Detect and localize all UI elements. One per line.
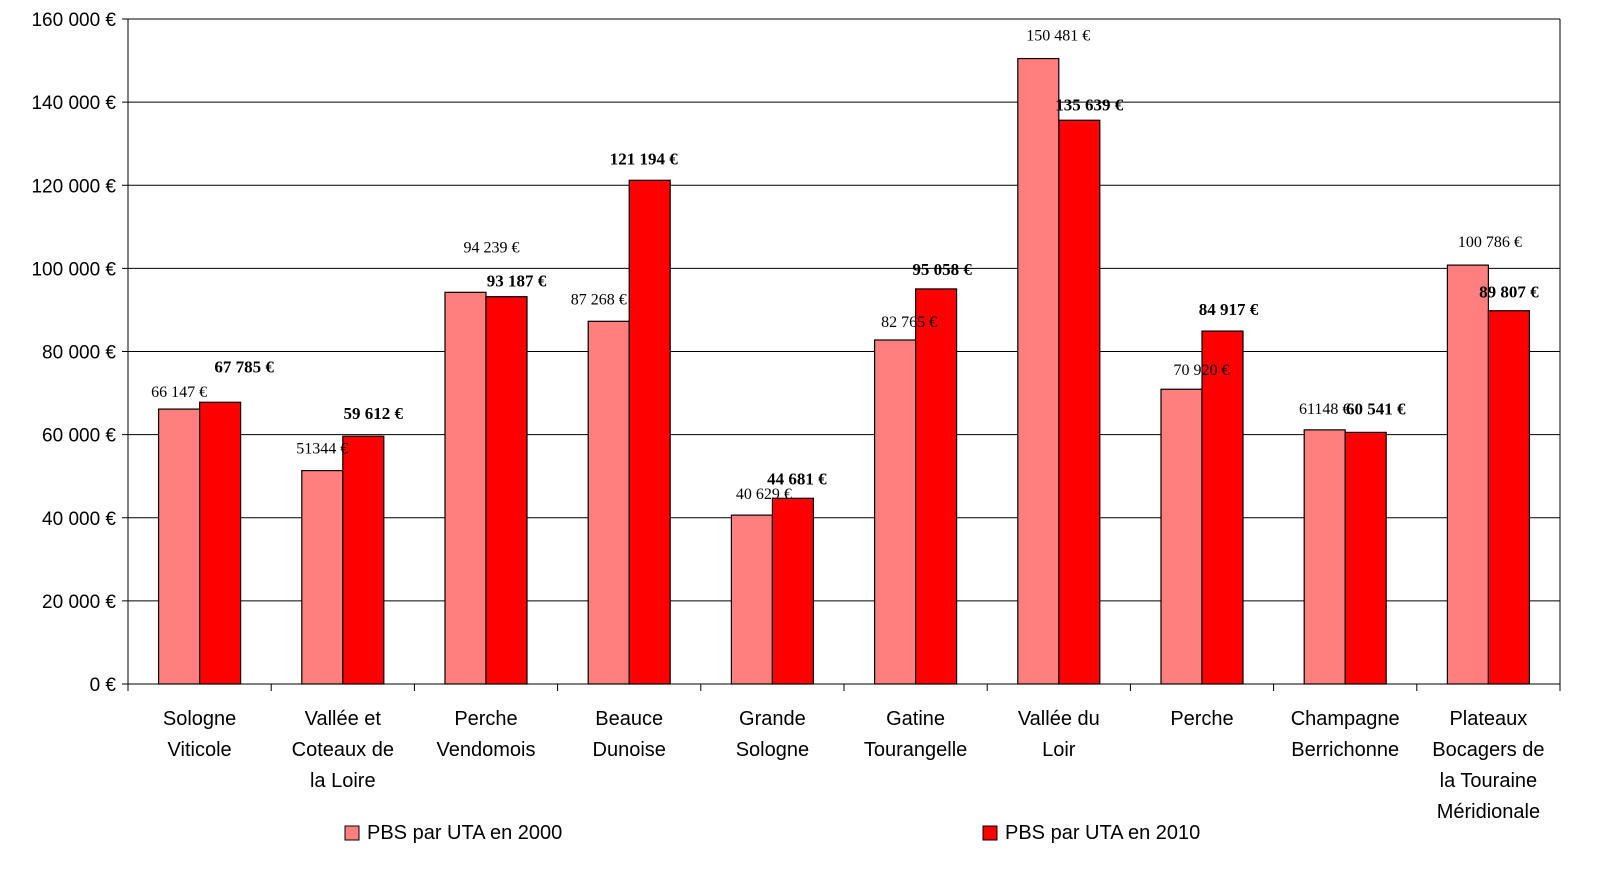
- y-tick-label: 160 000 €: [31, 10, 116, 31]
- y-axis: 0 € 20 000 € 40 000 € 60 000 € 80 000 € 100 0…: [31, 10, 129, 696]
- data-label-2000: 61148 €: [1299, 401, 1350, 418]
- bar-2000: [1160, 388, 1203, 685]
- x-tick-label: Beauce Dunoise: [593, 708, 666, 761]
- y-tick-label: 0 €: [90, 675, 117, 696]
- legend-label-2000: PBS par UTA en 2000: [367, 822, 562, 844]
- x-axis: Sologne Viticole Vallée et Coteaux de la Loi…: [127, 683, 1561, 823]
- data-label-2000: 40 629 €: [736, 486, 792, 503]
- bar-2010: [771, 497, 815, 685]
- bar-2010: [914, 288, 958, 685]
- x-tick-label: Perche Vendomois: [437, 708, 536, 761]
- y-tick-label: 20 000 €: [42, 592, 116, 613]
- legend: PBS par UTA en 2000 PBS par UTA en 2010: [344, 822, 1200, 844]
- x-tick-label: Sologne Viticole: [163, 708, 236, 761]
- y-tick-label: 60 000 €: [42, 426, 116, 447]
- data-label-2000: 150 481 €: [1026, 28, 1090, 45]
- data-label-2010: 121 194 €: [610, 149, 679, 168]
- bar-2010: [1344, 431, 1387, 685]
- bar-2000: [444, 291, 487, 685]
- bar-2010: [1201, 330, 1244, 685]
- data-label-2000: 100 786 €: [1458, 234, 1522, 251]
- data-label-2000: 82 765 €: [881, 314, 937, 331]
- data-label-2000: 51344 €: [296, 441, 348, 458]
- x-tick-label: Grande Sologne: [736, 708, 809, 761]
- legend-swatch-2000: [344, 825, 360, 841]
- data-label-2000: 70 920 €: [1174, 362, 1230, 379]
- data-label-2010: 135 639 €: [1055, 95, 1124, 114]
- x-tick-label: Perche: [1170, 708, 1233, 730]
- data-label-2000: 94 239 €: [464, 239, 520, 256]
- data-label-2010: 60 541 €: [1346, 399, 1406, 418]
- y-tick-label: 100 000 €: [31, 259, 116, 280]
- bars: [158, 57, 1531, 685]
- bar-2000: [730, 514, 774, 685]
- bar-2000: [1303, 429, 1346, 685]
- bar-2010: [1487, 310, 1531, 685]
- data-label-2010: 84 917 €: [1199, 300, 1259, 319]
- x-tick-label: Plateaux Bocagers de la Touraine Méridional…: [1432, 708, 1544, 823]
- legend-swatch-2010: [982, 825, 998, 841]
- legend-label-2010: PBS par UTA en 2010: [1005, 822, 1200, 844]
- bar-2010: [1058, 119, 1101, 685]
- y-tick-label: 40 000 €: [42, 509, 116, 530]
- data-label-2000: 66 147 €: [151, 384, 207, 401]
- data-label-2010: 67 785 €: [214, 357, 274, 376]
- data-label-2010: 93 187 €: [487, 272, 547, 291]
- y-tick-label: 120 000 €: [31, 176, 116, 197]
- bar-2010: [199, 401, 242, 685]
- data-label-2010: 89 807 €: [1479, 283, 1539, 302]
- data-label-2000: 87 268 €: [571, 291, 627, 308]
- x-tick-label: Gatine Tourangelle: [864, 708, 967, 761]
- bar-2000: [587, 320, 630, 685]
- bar-2010: [628, 179, 671, 685]
- y-tick-label: 140 000 €: [31, 93, 116, 114]
- bar-2010: [342, 435, 385, 685]
- bar-2000: [158, 408, 201, 685]
- x-tick-label: Champagne Berrichonne: [1291, 708, 1400, 761]
- bar-2010: [485, 296, 528, 685]
- data-label-2010: 95 058 €: [912, 260, 972, 279]
- bar-2000: [873, 339, 917, 685]
- x-tick-label: Vallée et Coteaux de la Loire: [292, 708, 394, 792]
- x-tick-label: Vallée du Loir: [1018, 708, 1100, 761]
- y-tick-label: 80 000 €: [42, 343, 116, 364]
- bar-2000: [301, 470, 344, 685]
- data-labels: 66 147 € 67 785 € 51344 € 59 612 € 94 239 € 9…: [151, 28, 1539, 504]
- data-label-2010: 44 681 €: [767, 469, 827, 488]
- bar-2000: [1017, 57, 1060, 685]
- bar-2000: [1446, 264, 1490, 685]
- data-label-2010: 59 612 €: [344, 404, 404, 423]
